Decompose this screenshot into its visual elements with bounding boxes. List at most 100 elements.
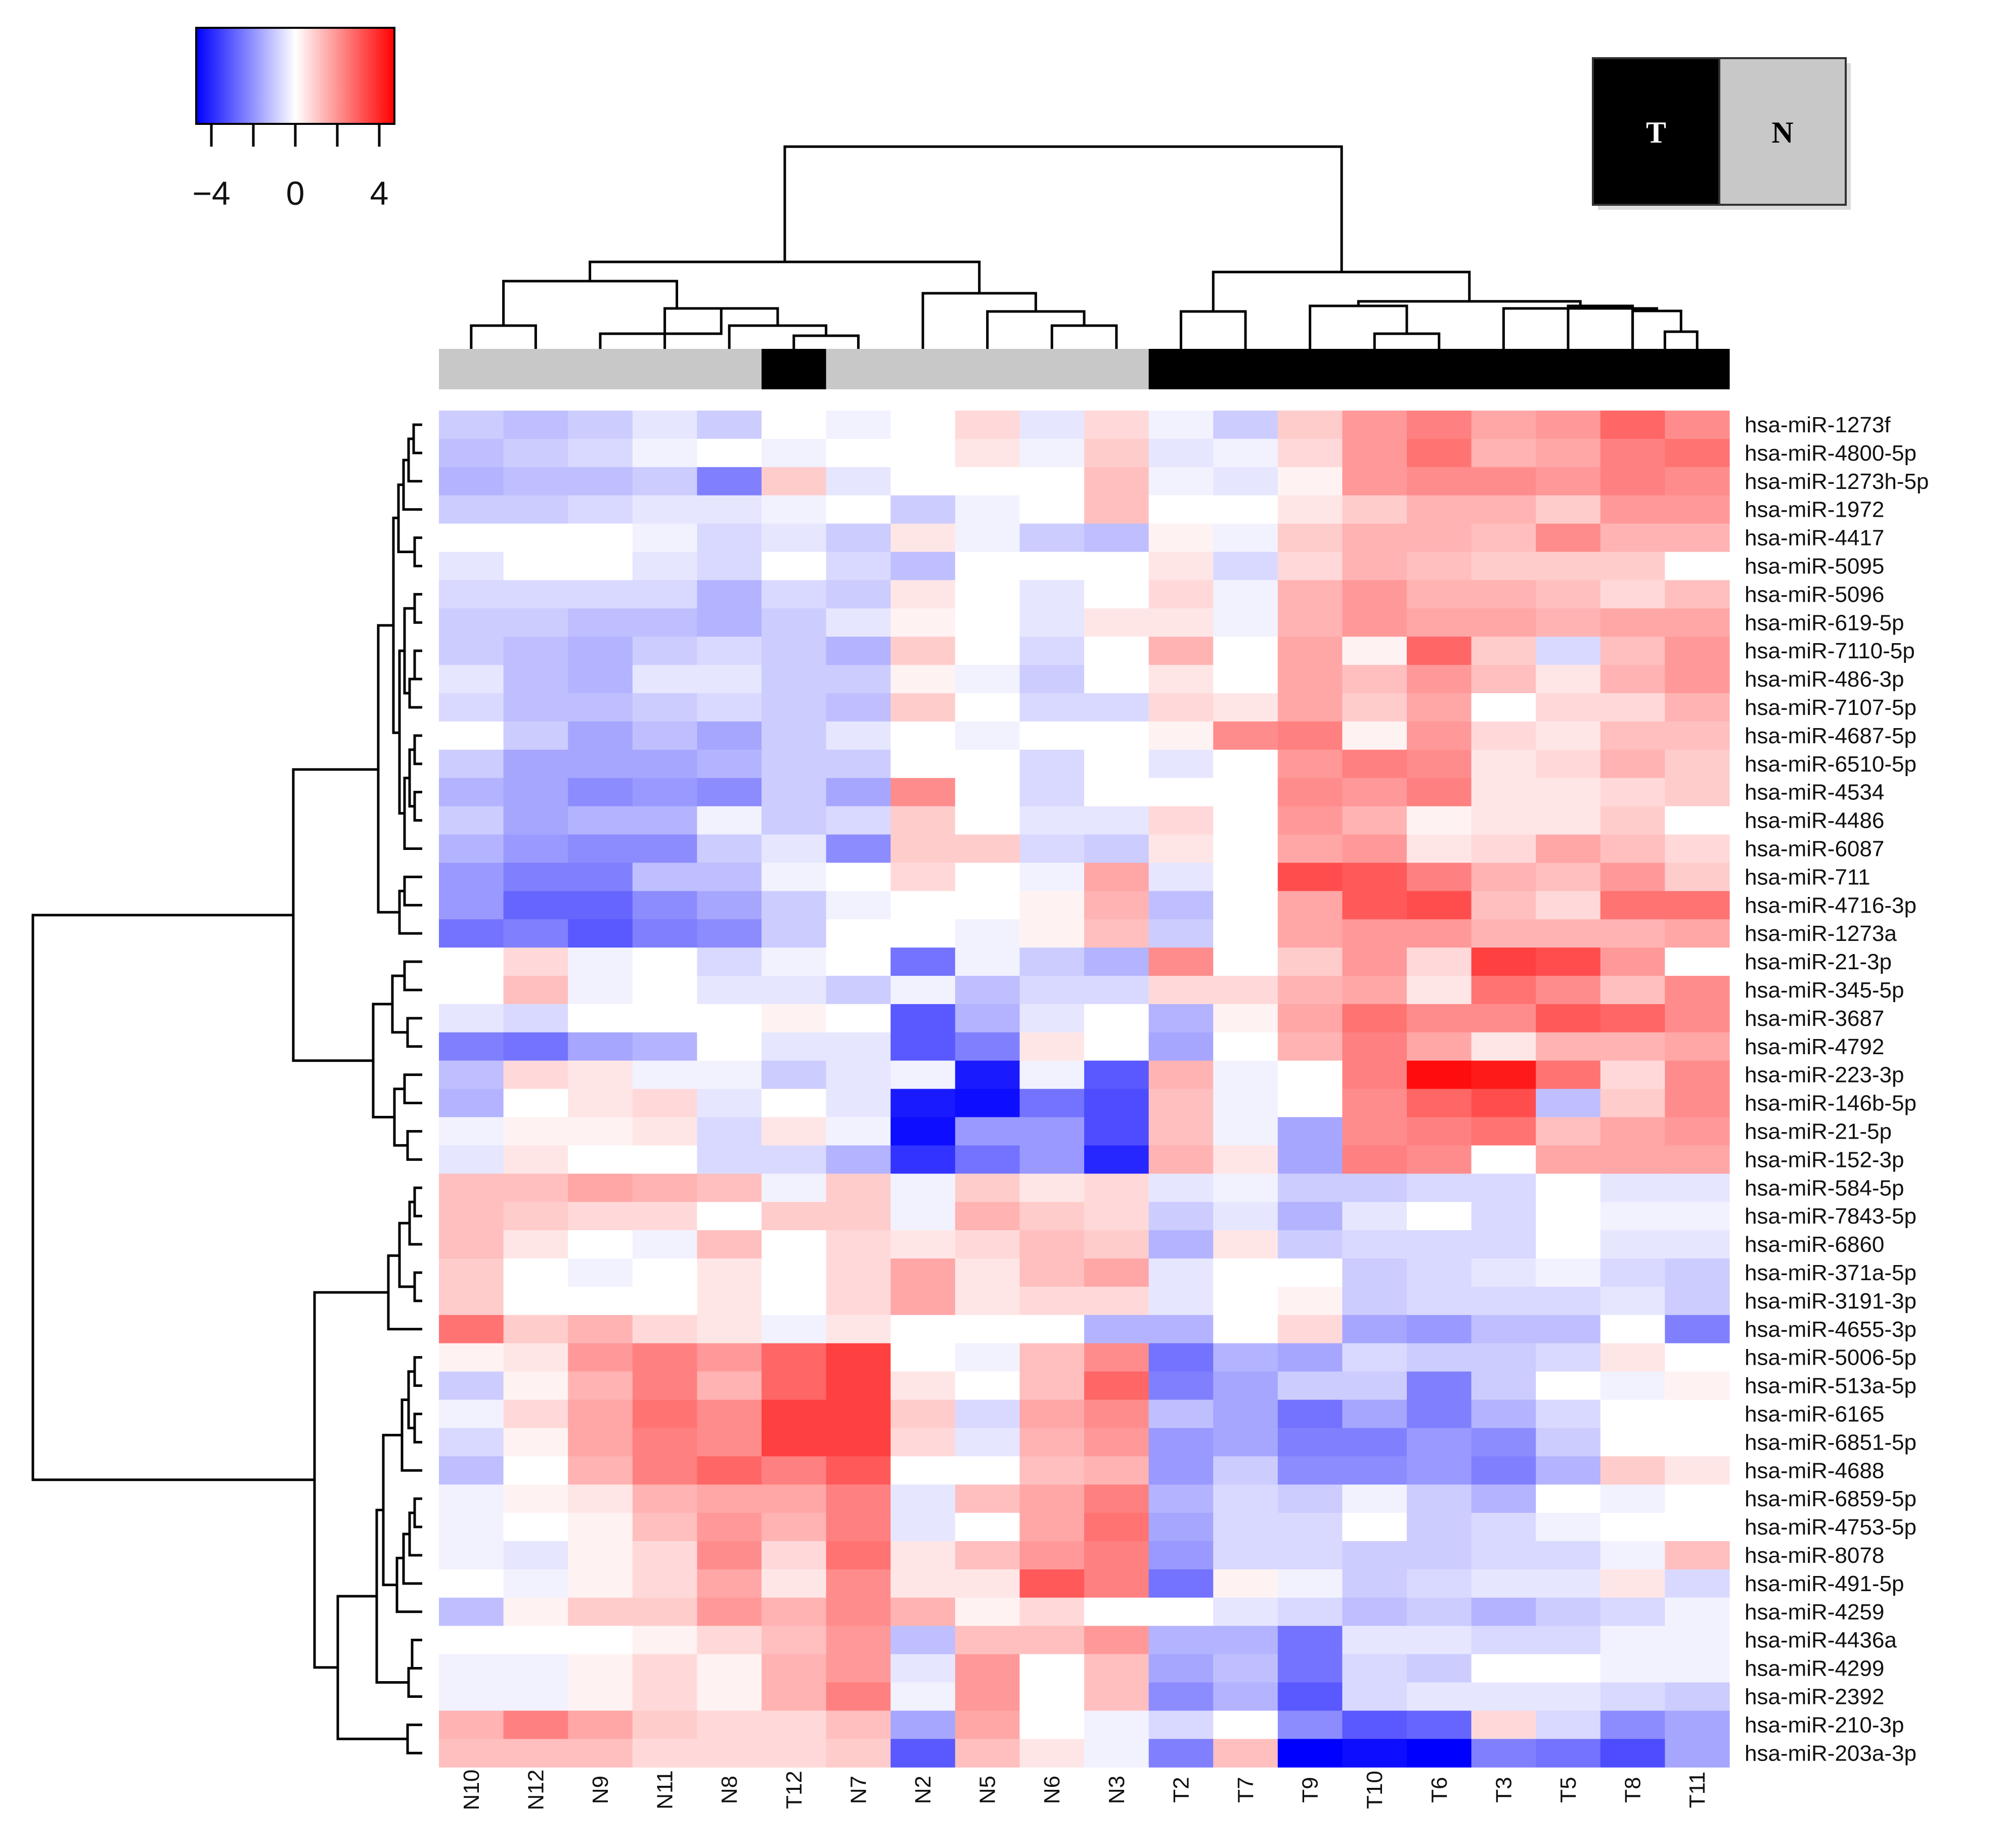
heatmap-cell	[632, 1117, 697, 1146]
group-bar-segment	[697, 349, 762, 389]
heatmap-cell	[1277, 495, 1343, 524]
heatmap-cell	[762, 1286, 827, 1316]
heatmap-cell	[826, 693, 891, 722]
heatmap-cell	[890, 891, 956, 920]
heatmap-cell	[1665, 1456, 1730, 1485]
heatmap-cell	[632, 976, 697, 1005]
column-label: T8	[1621, 1777, 1645, 1802]
heatmap-cell	[1277, 1315, 1343, 1344]
heatmap-cell	[632, 1174, 697, 1202]
heatmap-cell	[697, 637, 762, 665]
heatmap-cell	[1600, 1060, 1665, 1090]
heatmap-cell	[1084, 467, 1149, 496]
heatmap-cell	[1342, 1258, 1407, 1287]
heatmap-cell	[955, 919, 1020, 948]
heatmap-cell	[503, 665, 568, 694]
heatmap-cell	[1019, 1456, 1085, 1485]
heatmap-cell	[1277, 919, 1343, 948]
heatmap-cell	[632, 1682, 697, 1711]
heatmap-cell	[1407, 1060, 1472, 1090]
heatmap-cell	[1407, 1428, 1472, 1457]
heatmap-cell	[955, 1428, 1020, 1457]
heatmap-cell	[439, 1060, 504, 1090]
heatmap-cell	[697, 1654, 762, 1683]
heatmap-cell	[1084, 1315, 1149, 1344]
row-label: hsa-miR-6860	[1745, 1232, 1884, 1257]
heatmap-cell	[503, 693, 568, 722]
heatmap-cell	[1407, 580, 1472, 609]
heatmap-cell	[1536, 749, 1601, 779]
heatmap-cell	[439, 1343, 504, 1372]
heatmap-cell	[632, 1032, 697, 1061]
heatmap-cell	[1665, 891, 1730, 920]
heatmap-cell	[1407, 1286, 1472, 1316]
row-label: hsa-miR-3191-3p	[1745, 1289, 1917, 1314]
heatmap-cell	[1407, 863, 1472, 891]
heatmap-cell	[568, 693, 633, 722]
heatmap-cell	[762, 863, 827, 891]
heatmap-cell	[1600, 1654, 1665, 1683]
heatmap-cell	[1536, 1739, 1601, 1768]
heatmap-cell	[568, 863, 633, 891]
heatmap-cell	[1019, 1569, 1085, 1598]
heatmap-cell	[1536, 1089, 1601, 1118]
heatmap-cell	[1277, 1117, 1343, 1146]
heatmap-cell	[1407, 721, 1472, 750]
row-label: hsa-miR-4753-5p	[1745, 1515, 1917, 1540]
heatmap-cell	[826, 1626, 891, 1655]
heatmap-cell	[1407, 1089, 1472, 1118]
heatmap-cell	[826, 1089, 891, 1118]
row-label: hsa-miR-4800-5p	[1745, 441, 1917, 466]
heatmap-cell	[1213, 1286, 1278, 1316]
heatmap-cell	[503, 495, 568, 524]
heatmap-cell	[1407, 1654, 1472, 1683]
group-legend-label-t: T	[1646, 116, 1666, 149]
heatmap-cell	[1342, 1032, 1407, 1061]
heatmap-cell	[1084, 665, 1149, 694]
heatmap-cell	[1536, 948, 1601, 976]
row-label: hsa-miR-21-5p	[1745, 1119, 1892, 1144]
row-dendrogram-link	[408, 678, 422, 709]
heatmap-cell	[1342, 1004, 1407, 1033]
heatmap-cell	[1536, 411, 1601, 439]
heatmap-cell	[439, 721, 504, 750]
heatmap-cell	[568, 806, 633, 835]
heatmap-cell	[1600, 834, 1665, 863]
heatmap-cell	[1019, 749, 1085, 779]
heatmap-cell	[1019, 919, 1085, 948]
heatmap-cell	[1600, 721, 1665, 750]
heatmap-cell	[1665, 976, 1730, 1005]
heatmap-cell	[955, 1597, 1020, 1627]
row-dendrogram-link	[400, 1399, 422, 1472]
heatmap-cell	[503, 1400, 568, 1428]
heatmap-cell	[1213, 608, 1278, 637]
heatmap-cell	[632, 1315, 697, 1344]
heatmap-cell	[1600, 411, 1665, 439]
heatmap-cell	[439, 1456, 504, 1485]
row-label: hsa-miR-513a-5p	[1745, 1374, 1917, 1399]
heatmap-cell	[890, 1343, 956, 1372]
heatmap-cell	[1213, 552, 1278, 580]
row-dendrogram-link	[402, 1533, 422, 1585]
heatmap-cell	[439, 891, 504, 920]
heatmap-cell	[1148, 1145, 1214, 1174]
heatmap-cell	[1084, 749, 1149, 779]
heatmap-cell	[762, 891, 827, 920]
heatmap-cell	[1148, 1343, 1214, 1372]
heatmap-cell	[439, 1089, 504, 1118]
heatmap-cell	[1600, 1174, 1665, 1202]
heatmap-cell	[1342, 1626, 1407, 1655]
heatmap-cell	[697, 891, 762, 920]
heatmap-cell	[1407, 608, 1472, 637]
row-label: hsa-miR-6859-5p	[1745, 1486, 1917, 1511]
heatmap-cell	[1536, 1428, 1601, 1457]
heatmap-cell	[1277, 806, 1343, 835]
heatmap-cell	[1148, 891, 1214, 920]
heatmap-cell	[1471, 806, 1536, 835]
heatmap-cell	[1665, 1569, 1730, 1598]
heatmap-cell	[632, 1089, 697, 1118]
heatmap-cell	[1600, 580, 1665, 609]
heatmap-cell	[439, 523, 504, 553]
heatmap-cell	[632, 806, 697, 835]
